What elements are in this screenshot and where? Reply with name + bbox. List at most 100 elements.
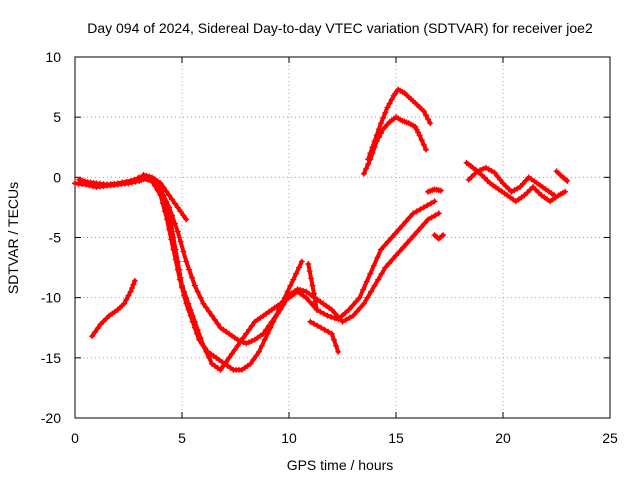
data-point — [427, 120, 434, 127]
data-point — [417, 224, 424, 231]
data-point — [246, 326, 253, 333]
data-point — [136, 174, 143, 181]
data-point — [89, 333, 96, 340]
data-point — [360, 300, 367, 307]
data-point — [163, 188, 170, 195]
data-point — [343, 316, 350, 323]
data-point — [217, 366, 224, 373]
data-point — [385, 260, 392, 267]
series-trace — [308, 319, 341, 354]
data-point — [527, 186, 534, 193]
data-point — [303, 294, 310, 301]
data-point — [416, 132, 423, 139]
data-point — [428, 214, 435, 221]
series-track-10 — [463, 159, 569, 205]
data-point — [396, 248, 403, 255]
data-point — [172, 256, 179, 263]
data-point — [502, 183, 509, 190]
data-point — [318, 324, 325, 331]
data-point — [478, 171, 485, 178]
data-point — [389, 256, 396, 263]
data-point — [214, 320, 221, 327]
data-point — [413, 208, 420, 215]
grid — [75, 57, 610, 418]
series-track-9 — [425, 186, 444, 195]
data-point — [350, 312, 357, 319]
data-point — [425, 216, 432, 223]
y-tick-label: -20 — [41, 410, 61, 426]
data-point — [321, 326, 328, 333]
data-point — [517, 183, 524, 190]
data-point — [179, 284, 185, 291]
data-point — [208, 312, 215, 319]
data-point — [168, 236, 175, 243]
data-point — [353, 308, 360, 315]
data-point — [140, 171, 147, 178]
data-point — [365, 156, 372, 163]
data-point — [363, 165, 370, 172]
data-point — [298, 258, 305, 265]
series-track-8 — [431, 232, 447, 242]
data-point — [206, 308, 213, 315]
data-point — [363, 278, 370, 285]
data-point — [293, 270, 300, 277]
data-point — [191, 324, 198, 331]
data-point — [420, 204, 427, 211]
data-point — [174, 266, 181, 273]
data-point — [226, 354, 233, 361]
data-point — [187, 312, 194, 319]
data-point — [465, 176, 472, 183]
data-point — [414, 228, 421, 235]
data-point — [154, 183, 161, 190]
data-point — [176, 276, 183, 283]
data-point — [123, 178, 130, 185]
data-point — [81, 178, 88, 185]
data-point — [333, 342, 340, 349]
data-point — [500, 180, 506, 187]
data-point — [395, 226, 402, 233]
data-point — [364, 294, 371, 301]
data-point — [328, 313, 335, 320]
data-point — [295, 264, 302, 271]
data-point — [312, 298, 319, 305]
data-point — [123, 296, 130, 303]
data-point — [127, 177, 134, 184]
data-point — [425, 116, 432, 123]
data-point — [203, 304, 210, 311]
data-point — [420, 108, 427, 115]
data-point — [183, 258, 190, 265]
data-point — [342, 309, 349, 316]
data-point — [234, 336, 241, 343]
data-point — [196, 336, 203, 343]
data-point — [431, 198, 438, 205]
data-point — [266, 322, 273, 329]
data-point — [422, 112, 429, 119]
data-point — [505, 185, 512, 192]
data-point — [174, 204, 181, 211]
data-point — [287, 282, 294, 289]
data-point — [166, 226, 173, 233]
data-point — [231, 346, 238, 353]
data-point — [374, 254, 381, 261]
data-point — [524, 189, 531, 196]
series-track-3 — [136, 174, 442, 347]
data-point — [367, 270, 374, 277]
data-point — [378, 120, 385, 127]
data-point — [240, 339, 247, 346]
data-point — [125, 292, 132, 299]
y-tick-label: 5 — [53, 109, 61, 125]
data-point — [256, 348, 263, 355]
data-point — [339, 318, 346, 325]
data-point — [328, 330, 335, 337]
data-point — [100, 318, 107, 325]
data-point — [94, 325, 101, 332]
data-point — [237, 337, 244, 344]
data-point — [180, 248, 187, 255]
data-point — [346, 314, 353, 321]
data-point — [373, 132, 380, 139]
data-point — [330, 336, 337, 343]
data-point — [371, 138, 378, 145]
data-point — [484, 177, 491, 184]
data-point — [519, 180, 526, 187]
